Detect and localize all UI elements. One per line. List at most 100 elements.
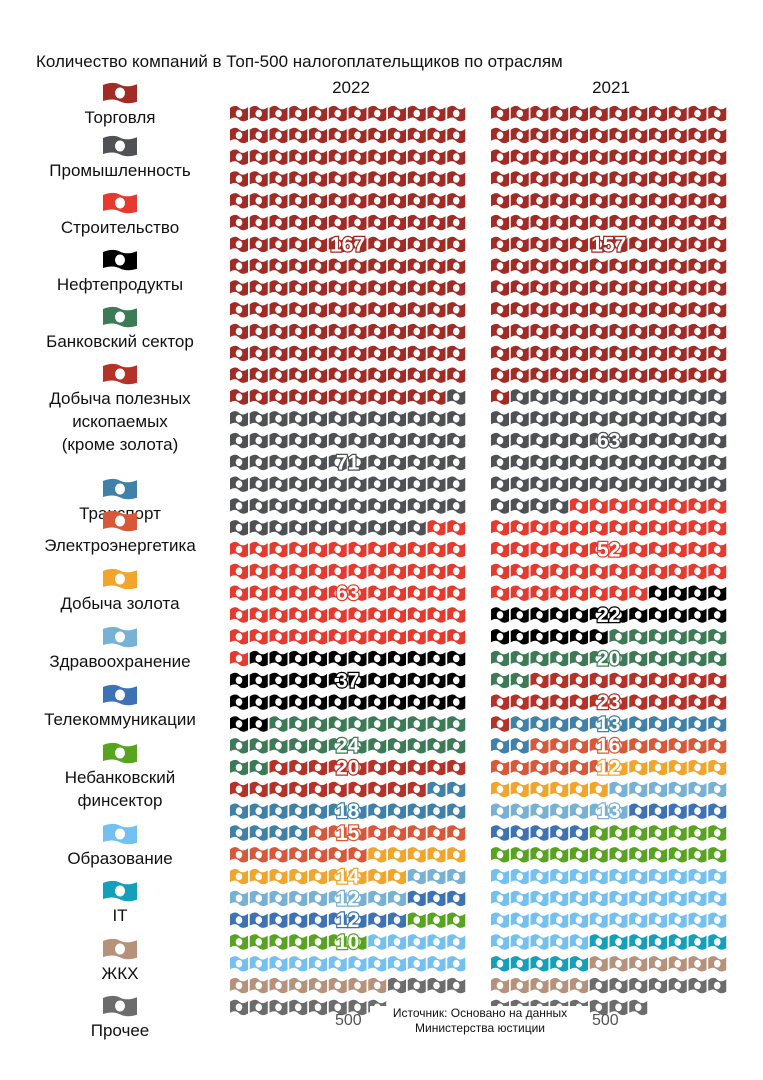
column-title-2022: 2022: [332, 78, 370, 97]
waffle-cell: [668, 672, 687, 689]
waffle-cell: [388, 345, 406, 362]
waffle-cell: [289, 345, 308, 362]
waffle-cell: [269, 934, 288, 950]
count-label: 12: [336, 887, 359, 910]
waffle-cell: [249, 432, 268, 449]
waffle-cell: [388, 716, 406, 732]
waffle-cell: [609, 607, 628, 623]
column-title-2021: 2021: [592, 78, 630, 97]
waffle-cell: [249, 585, 268, 601]
waffle-cell: [368, 585, 387, 601]
waffle-cell: [530, 302, 549, 318]
waffle-cell: [688, 171, 707, 187]
waffle-cell: [328, 411, 347, 427]
legend-label: ЖКХ: [101, 964, 139, 983]
waffle-cell: [629, 389, 648, 405]
waffle-cell: [589, 498, 608, 514]
waffle-cell: [388, 236, 406, 253]
waffle-cell: [309, 127, 327, 144]
waffle-cell: [328, 803, 347, 819]
waffle-cell: [609, 585, 628, 601]
count-label: 16: [597, 735, 620, 758]
waffle-cell: [249, 694, 268, 710]
waffle-cell: [348, 105, 367, 122]
waffle-cell: [629, 236, 648, 253]
waffle-cell: [407, 498, 426, 514]
banknote-icon: [103, 135, 137, 157]
waffle-cell: [510, 847, 529, 863]
waffle-cell: [368, 520, 387, 536]
waffle-cell: [629, 280, 648, 296]
waffle-cell: [348, 171, 367, 187]
waffle-cell: [328, 650, 347, 667]
waffle-cell: [447, 912, 466, 928]
waffle-cell: [249, 890, 268, 907]
waffle-cell: [668, 302, 687, 318]
waffle-cell: [550, 214, 569, 231]
waffle-cell: [629, 498, 648, 514]
waffle-cell: [348, 650, 367, 667]
waffle-cell: [309, 323, 327, 340]
waffle-cell: [348, 193, 367, 209]
waffle-cell: [289, 738, 308, 754]
waffle-cell: [269, 999, 288, 1016]
waffle-cell: [668, 563, 687, 580]
waffle-cell: [230, 345, 248, 362]
waffle-cell: [269, 520, 288, 536]
waffle-cell: [550, 323, 569, 340]
waffle-cell: [289, 214, 308, 231]
waffle-cell: [407, 302, 426, 318]
waffle-cell: [668, 716, 687, 732]
waffle-cell: [688, 105, 707, 122]
waffle-cell: [249, 105, 268, 122]
waffle-cell: [249, 411, 268, 427]
waffle-cell: [570, 672, 588, 689]
waffle-cell: [309, 650, 327, 667]
waffle-cell: [368, 716, 387, 732]
waffle-cell: [289, 650, 308, 667]
waffle-cell: [289, 585, 308, 601]
waffle-cell: [249, 781, 268, 798]
waffle-cell: [491, 803, 509, 819]
count-label: 14: [336, 866, 360, 889]
waffle-cell: [388, 127, 406, 144]
waffle-cell: [388, 367, 406, 383]
waffle-cell: [530, 738, 549, 754]
waffle-cell: [629, 367, 648, 383]
waffle-cell: [668, 890, 687, 907]
waffle-cell: [688, 650, 707, 667]
waffle-cell: [530, 345, 549, 362]
legend-item: Телекоммуникации: [0, 682, 240, 731]
waffle-cell: [688, 629, 707, 645]
waffle-cell: [309, 694, 327, 710]
waffle-cell: [530, 650, 549, 667]
waffle-cell: [407, 629, 426, 645]
waffle-cell: [348, 258, 367, 274]
waffle-cell: [550, 716, 569, 732]
waffle-cell: [427, 738, 446, 754]
waffle-cell: [589, 585, 608, 601]
legend-item: IT: [0, 878, 240, 927]
legend-item: Банковский сектор: [0, 304, 240, 353]
waffle-cell: [368, 302, 387, 318]
waffle-cell: [589, 214, 608, 231]
waffle-cell: [309, 759, 327, 776]
waffle-cell: [570, 432, 588, 449]
waffle-cell: [289, 432, 308, 449]
waffle-cell: [510, 890, 529, 907]
waffle-cell: [609, 389, 628, 405]
waffle-cell: [249, 803, 268, 819]
waffle-cell: [249, 367, 268, 383]
waffle-cell: [249, 454, 268, 471]
waffle-cell: [649, 847, 667, 863]
waffle-cell: [427, 541, 446, 558]
waffle-cell: [530, 803, 549, 819]
waffle-cell: [407, 432, 426, 449]
waffle-cell: [447, 585, 466, 601]
waffle-cell: [269, 650, 288, 667]
waffle-cell: [491, 672, 509, 689]
waffle-cell: [249, 214, 268, 231]
waffle-cell: [328, 868, 347, 885]
waffle-cell: [427, 236, 446, 253]
waffle-cell: [649, 411, 667, 427]
